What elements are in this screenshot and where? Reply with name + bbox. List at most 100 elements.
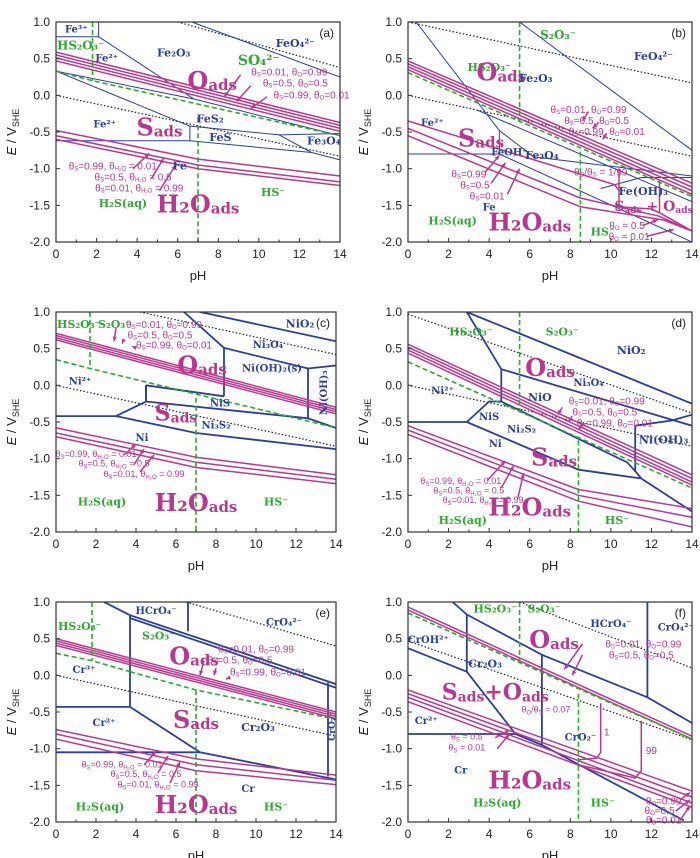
region-label-f-7: Sads​+Oads​ xyxy=(442,680,549,706)
adsorption-line xyxy=(408,689,692,792)
region-label-f-11: 1 xyxy=(604,727,610,738)
species-boundary-line xyxy=(199,312,336,343)
adsorption-line xyxy=(56,339,336,415)
y-tick-label: 1.0 xyxy=(33,305,50,319)
region-label-e-7: Cr²⁺ xyxy=(93,718,116,729)
species-boundary-line xyxy=(501,368,692,427)
region-label-f-19: θS​=0.01, θO​=0.99 xyxy=(605,639,681,650)
region-label-a-19: θS​=0.99, θH₂O​ = 0.01 xyxy=(69,161,158,172)
region-label-d-9: Ni(OH)₃ xyxy=(639,433,689,446)
adsorption-line xyxy=(56,637,336,713)
species-boundary-line xyxy=(408,733,685,822)
arrow-head xyxy=(149,455,154,460)
region-label-f-20: θS​=0.5, θO​=0.5 xyxy=(609,650,674,661)
x-tick-label: 2 xyxy=(93,537,100,551)
x-tick-label: 0 xyxy=(53,537,60,551)
y-tick-label: -0.5 xyxy=(29,415,50,429)
species-boundary-line xyxy=(466,671,517,735)
region-label-f-4: CrOH²⁺ xyxy=(408,635,449,646)
y-tick-label: 0.0 xyxy=(385,378,402,392)
arrow-head xyxy=(582,116,587,121)
y-tick-label: 0.5 xyxy=(33,342,50,356)
region-label-e-13: HS⁻ xyxy=(264,800,288,813)
y-tick-label: 0.0 xyxy=(385,88,402,102)
region-label-c-18: θS​=0.99, θH₂O​ = 0.01 xyxy=(56,449,137,460)
y-tick-label: 0.0 xyxy=(33,88,50,102)
region-label-c-0: NiO₂ xyxy=(286,317,315,330)
region-label-e-1: CrO₄²⁻ xyxy=(266,617,302,628)
region-label-b-13: H₂Oads​ xyxy=(488,207,571,236)
plot-area xyxy=(408,22,692,242)
y-tick-label: -1.0 xyxy=(29,162,50,176)
arrow-head xyxy=(602,134,608,140)
region-label-f-0: HS₂O₃⁻ xyxy=(474,602,518,615)
water-stability-line xyxy=(56,384,336,447)
region-label-e-12: H₂Oads​ xyxy=(155,789,238,818)
x-tick-label: 8 xyxy=(567,537,574,551)
region-label-f-16: H₂Oads​ xyxy=(488,765,571,794)
adsorption-line xyxy=(56,435,336,485)
x-tick-label: 0 xyxy=(405,827,412,841)
arrow-head xyxy=(685,800,690,805)
x-tick-label: 12 xyxy=(645,247,659,261)
species-boundary-line xyxy=(499,153,692,242)
x-tick-label: 6 xyxy=(526,537,533,551)
adsorption-line xyxy=(408,69,692,195)
adsorption-line xyxy=(578,720,643,779)
arrow-head xyxy=(176,761,181,767)
region-label-b-20: θS​=0.5 xyxy=(460,180,490,191)
region-label-a-1: FeO₄²⁻ xyxy=(276,37,315,50)
region-label-c-6: Ni(OH)₃ xyxy=(319,370,330,415)
region-label-d-11: Sads​ xyxy=(531,442,577,471)
y-tick-label: 1.0 xyxy=(33,15,50,29)
region-label-b-6: Sads​ xyxy=(458,123,504,152)
x-tick-label: 14 xyxy=(685,537,699,551)
y-tick-label: 0.0 xyxy=(385,668,402,682)
water-stability-line xyxy=(408,313,692,414)
panel-b: S₂O₃⁻ FeO₄²⁻ HS₂O₃⁻Oads​Fe₂O₃ Fe²⁺ Sads​FeOH… xyxy=(356,15,699,283)
x-tick-label: 2 xyxy=(445,537,452,551)
region-label-f-13: θS​ = 0.5 xyxy=(451,732,483,743)
region-label-b-11: Fe xyxy=(483,202,496,213)
arrow-head xyxy=(568,417,573,422)
panel-label: (d) xyxy=(671,316,686,330)
region-label-f-22: θO​=0.5 xyxy=(645,806,675,817)
x-tick-label: 14 xyxy=(685,247,699,261)
adsorption-line xyxy=(408,66,692,192)
adsorption-line xyxy=(56,640,336,715)
region-label-d-19: θS​=0.5, θH₂O​ = 0.5 xyxy=(433,486,504,497)
adsorption-line xyxy=(408,606,692,737)
water-stability-line xyxy=(408,94,692,157)
sulfur-speciation-line xyxy=(56,70,340,137)
species-boundary-line xyxy=(191,22,340,78)
sulfur-speciation-line xyxy=(408,71,692,198)
x-tick-label: 6 xyxy=(526,247,533,261)
region-label-d-6: NiO xyxy=(528,391,552,404)
x-tick-label: 12 xyxy=(293,247,307,261)
x-axis-label: pH xyxy=(188,848,205,858)
region-label-b-15: θS​=0.01, θO​=0.99 xyxy=(551,105,627,116)
arrow-head xyxy=(652,219,658,224)
arrow-head xyxy=(226,675,231,680)
region-label-b-16: θS​=0.5, θO​=0.5 xyxy=(564,116,629,127)
region-label-a-9: HS₂O₃⁻ xyxy=(57,38,104,52)
panel-label: (a) xyxy=(319,26,334,40)
x-tick-label: 6 xyxy=(173,827,180,841)
adsorption-line xyxy=(578,703,602,761)
x-tick-label: 2 xyxy=(93,247,100,261)
y-tick-label: -1.5 xyxy=(381,198,402,212)
arrow-head xyxy=(236,96,242,102)
region-label-c-1: Ni₃O₄ xyxy=(253,340,284,351)
region-label-f-5: Oads​ xyxy=(529,624,579,653)
x-tick-label: 2 xyxy=(93,827,100,841)
x-tick-label: 2 xyxy=(445,247,452,261)
region-label-b-14: HS⁻ xyxy=(591,225,615,238)
y-tick-label: 1.0 xyxy=(385,15,402,29)
region-label-c-9: Sads​ xyxy=(155,401,198,427)
adsorption-line xyxy=(56,51,340,124)
y-tick-label: -2.0 xyxy=(381,815,402,829)
region-label-e-0: HCrO₄⁻ xyxy=(135,605,176,616)
region-label-d-16: θS​=0.5, θO​=0.5 xyxy=(572,407,637,418)
x-tick-label: 12 xyxy=(645,537,659,551)
plot-area xyxy=(56,22,340,242)
